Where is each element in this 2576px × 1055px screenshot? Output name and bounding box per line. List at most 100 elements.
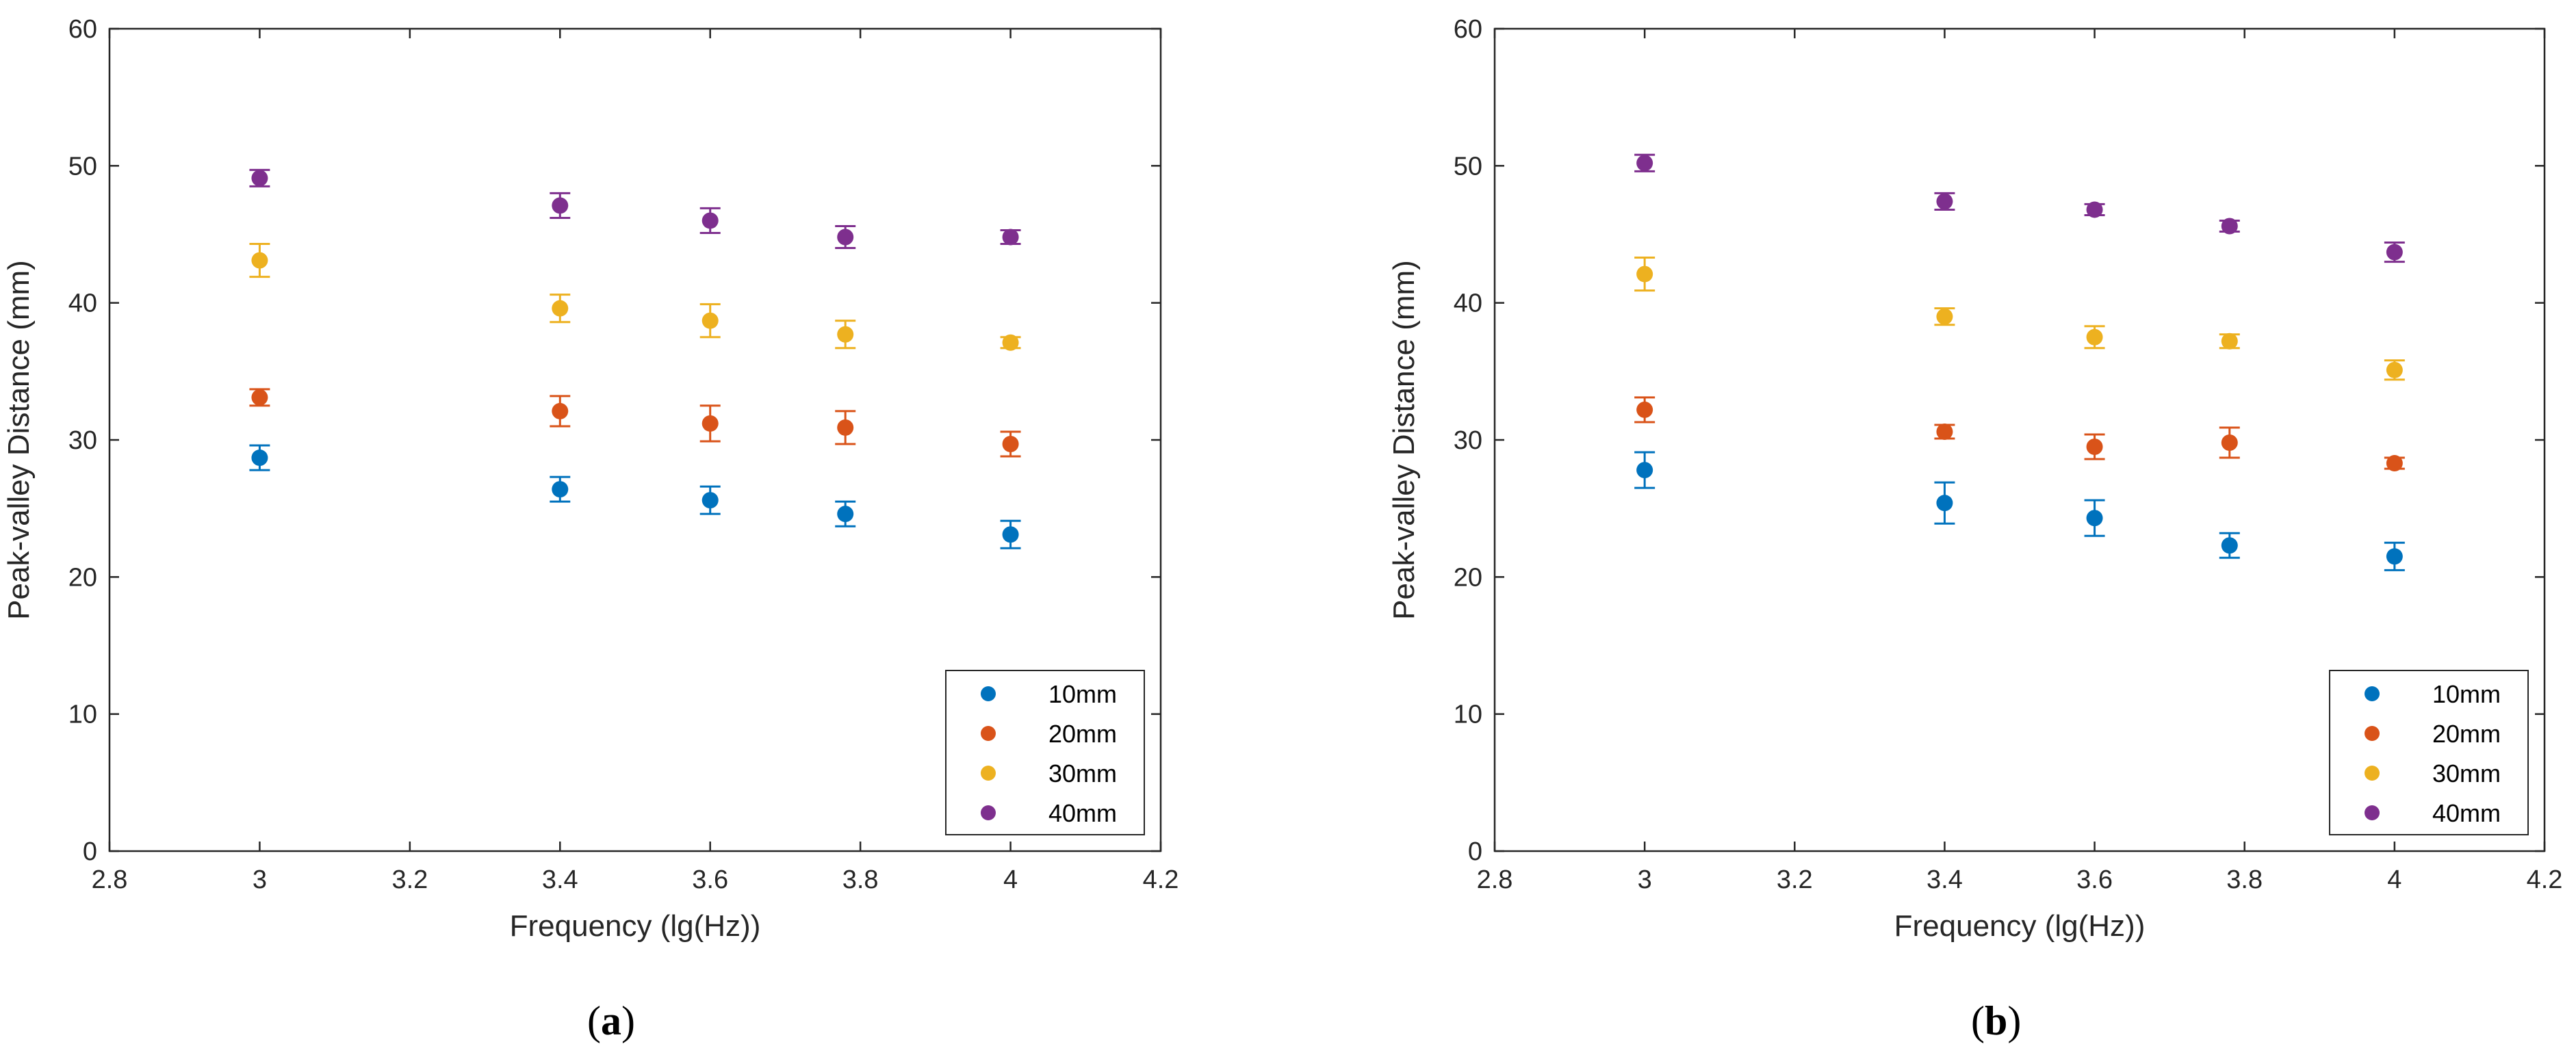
data-point bbox=[701, 212, 719, 229]
legend-entry-label: 40mm bbox=[1048, 799, 1117, 827]
data-point bbox=[552, 402, 569, 419]
data-point bbox=[552, 300, 569, 317]
legend-marker bbox=[2365, 805, 2380, 820]
series-30mm bbox=[249, 243, 1021, 351]
x-tick-label: 3.2 bbox=[391, 865, 428, 894]
x-tick-label: 2.8 bbox=[92, 865, 128, 894]
data-point bbox=[2386, 455, 2403, 472]
panel-caption-close: ) bbox=[2007, 998, 2021, 1043]
y-tick-label: 10 bbox=[1454, 701, 1482, 729]
y-tick-label: 40 bbox=[68, 289, 97, 318]
x-tick-label: 3 bbox=[1638, 865, 1652, 894]
data-point bbox=[1636, 462, 1653, 479]
data-point bbox=[251, 450, 268, 467]
series-30mm bbox=[1634, 257, 2405, 381]
data-point bbox=[1002, 229, 1019, 246]
data-point bbox=[1936, 193, 1953, 210]
y-tick-label: 30 bbox=[1454, 426, 1482, 455]
x-tick-label: 3.4 bbox=[542, 865, 578, 894]
x-axis-label: Frequency (lg(Hz)) bbox=[1894, 909, 2146, 943]
data-point bbox=[2221, 434, 2238, 452]
data-point bbox=[837, 229, 854, 246]
legend-entry-label: 40mm bbox=[2432, 799, 2501, 827]
x-tick-label: 4 bbox=[1003, 865, 1018, 894]
y-tick-label: 50 bbox=[68, 152, 97, 181]
y-tick-label: 20 bbox=[1454, 563, 1482, 592]
y-axis-label: Peak-valley Distance (mm) bbox=[2, 260, 36, 620]
data-point bbox=[552, 197, 569, 214]
data-point bbox=[1002, 526, 1019, 543]
series-10mm bbox=[1634, 451, 2405, 571]
legend-marker bbox=[981, 766, 996, 781]
data-point bbox=[2386, 244, 2403, 261]
data-point bbox=[1636, 155, 1653, 172]
data-point bbox=[251, 389, 268, 406]
y-tick-label: 10 bbox=[68, 701, 97, 729]
data-point bbox=[2086, 510, 2103, 527]
x-tick-label: 2.8 bbox=[1477, 865, 1513, 894]
data-point bbox=[837, 419, 854, 436]
data-point bbox=[1936, 423, 1953, 440]
legend-entry-label: 30mm bbox=[1048, 759, 1117, 787]
data-point bbox=[2221, 333, 2238, 350]
x-tick-label: 4.2 bbox=[2527, 865, 2563, 894]
y-tick-label: 60 bbox=[1454, 15, 1482, 44]
data-point bbox=[2386, 361, 2403, 378]
legend-marker bbox=[981, 726, 996, 741]
data-point bbox=[2221, 218, 2238, 235]
panel-caption-close: ) bbox=[621, 998, 635, 1043]
data-point bbox=[701, 492, 719, 509]
legend-entry-label: 20mm bbox=[1048, 720, 1117, 748]
legend-marker bbox=[981, 805, 996, 820]
y-axis-label: Peak-valley Distance (mm) bbox=[1387, 260, 1421, 620]
y-tick-label: 60 bbox=[68, 15, 97, 44]
legend: 10mm 20mm 30mm 40mm bbox=[2329, 670, 2529, 835]
legend-marker bbox=[2365, 686, 2380, 701]
data-point bbox=[2221, 537, 2238, 554]
legend-marker bbox=[2365, 726, 2380, 741]
panel-caption: (b) bbox=[1971, 998, 2021, 1043]
data-point bbox=[2086, 201, 2103, 218]
series-10mm bbox=[249, 444, 1021, 549]
series-40mm bbox=[1634, 153, 2405, 263]
y-tick-label: 0 bbox=[83, 837, 97, 866]
x-tick-label: 3.4 bbox=[1927, 865, 1963, 894]
legend-entry-label: 20mm bbox=[2432, 720, 2501, 748]
panel-caption-letter: a bbox=[601, 998, 621, 1043]
y-tick-label: 30 bbox=[68, 426, 97, 455]
x-tick-label: 3.6 bbox=[2076, 865, 2113, 894]
panel-caption: (a) bbox=[587, 998, 635, 1043]
x-tick-label: 3.8 bbox=[2226, 865, 2263, 894]
data-point bbox=[1002, 334, 1019, 351]
x-tick-label: 4 bbox=[2387, 865, 2401, 894]
panel-caption-letter: b bbox=[1985, 998, 2007, 1043]
chart-panel-b: 2.8 3 3.2 3.4 3.6 3.8 4 4.2 0 10 20 30 40 50 60 Frequen… bbox=[1387, 15, 2562, 1043]
data-point bbox=[701, 312, 719, 329]
x-tick-label: 3.6 bbox=[692, 865, 728, 894]
data-point bbox=[1002, 436, 1019, 453]
panel-caption-open: ( bbox=[587, 998, 601, 1043]
panel-caption-open: ( bbox=[1971, 998, 1985, 1043]
x-tick-label: 3.8 bbox=[842, 865, 879, 894]
x-tick-label: 3.2 bbox=[1777, 865, 1813, 894]
data-point bbox=[552, 481, 569, 498]
data-point bbox=[1936, 308, 1953, 325]
data-point bbox=[2386, 548, 2403, 565]
data-point bbox=[251, 170, 268, 187]
data-point bbox=[837, 506, 854, 523]
x-axis-label: Frequency (lg(Hz)) bbox=[510, 909, 761, 943]
data-point bbox=[1636, 265, 1653, 283]
x-tick-label: 4.2 bbox=[1143, 865, 1179, 894]
data-point bbox=[837, 326, 854, 343]
x-tick-label: 3 bbox=[253, 865, 267, 894]
y-tick-label: 20 bbox=[68, 563, 97, 592]
series-20mm bbox=[1634, 396, 2405, 472]
legend-entry-label: 30mm bbox=[2432, 759, 2501, 787]
legend-box bbox=[2329, 670, 2529, 835]
series-20mm bbox=[249, 388, 1021, 458]
data-point bbox=[2086, 439, 2103, 456]
legend: 10mm 20mm 30mm 40mm bbox=[945, 670, 1145, 835]
data-point bbox=[701, 415, 719, 432]
data-point bbox=[1636, 401, 1653, 418]
